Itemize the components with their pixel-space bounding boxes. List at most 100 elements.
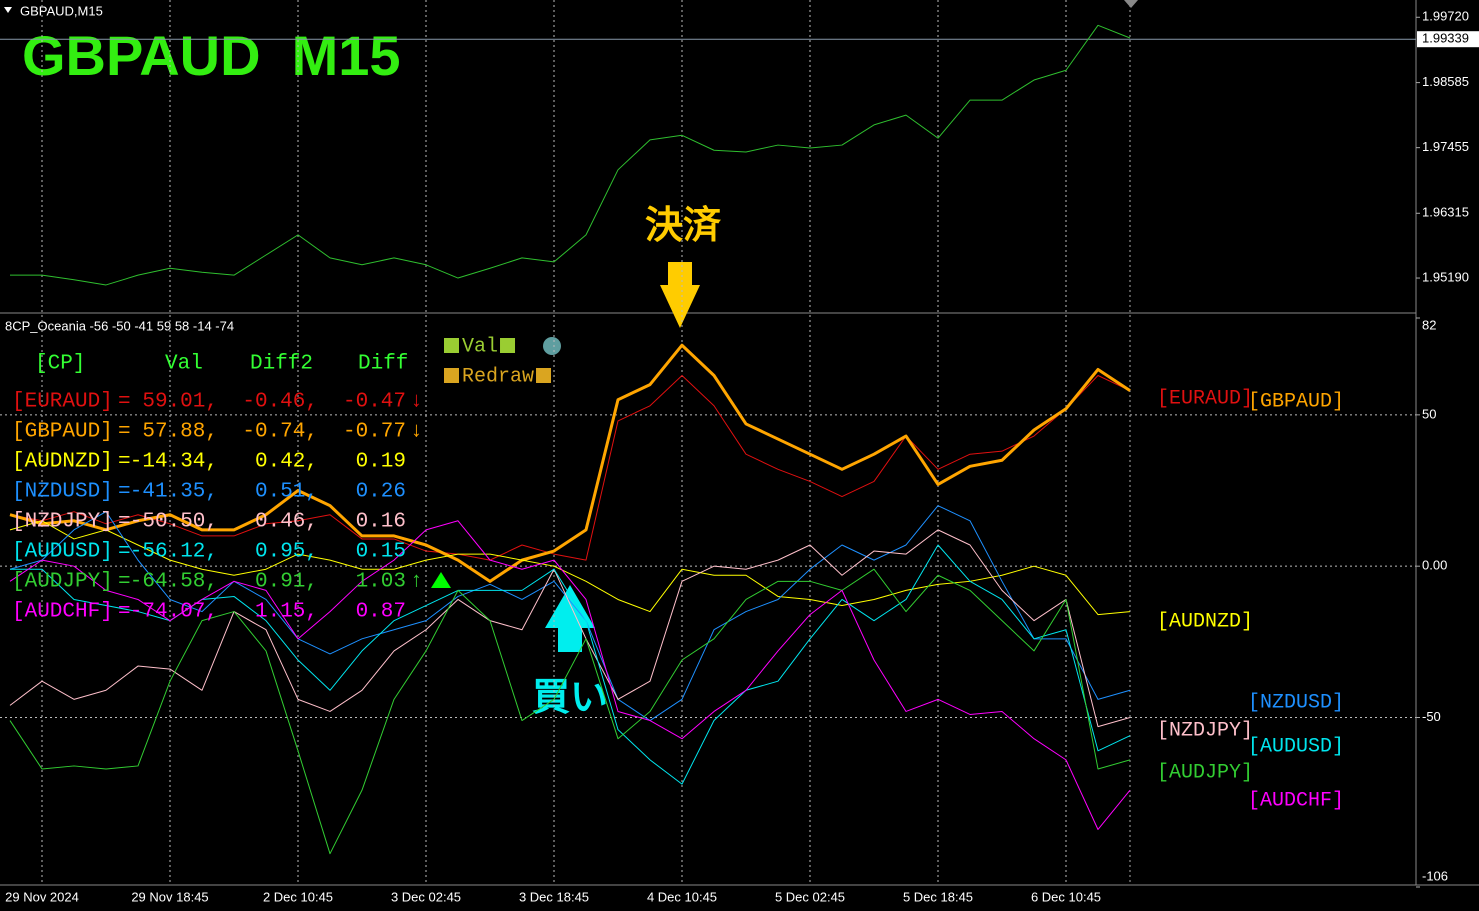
symbol-title: GBPAUD,M15	[20, 3, 103, 18]
table-cell: -74.07,	[130, 601, 218, 624]
table-cell: 0.87	[356, 601, 406, 624]
series-line	[9, 520, 1131, 830]
x-tick-label: 29 Nov 2024	[5, 889, 79, 904]
table-cell: 0.91,	[255, 571, 318, 594]
table-cell: =	[118, 541, 131, 564]
table-cell: ↓	[410, 421, 423, 444]
series-line	[9, 529, 1131, 728]
series-name-label: [NZDJPY]	[1157, 719, 1253, 742]
x-tick-label: 29 Nov 18:45	[131, 889, 208, 904]
table-cell: ↑	[410, 571, 423, 594]
y-tick-label: 1.96315	[1422, 205, 1469, 220]
series-name-label: [AUDUSD]	[1248, 735, 1344, 758]
close-arrow	[660, 262, 700, 328]
series-line	[10, 24, 1131, 286]
x-tick-label: 6 Dec 10:45	[1031, 889, 1101, 904]
series-name-label: [AUDCHF]	[1248, 789, 1344, 812]
y-tick-label: -50	[1422, 709, 1441, 724]
table-cell: -0.47	[343, 391, 406, 414]
series-name-label: [EURAUD]	[1157, 387, 1253, 410]
table-cell: =	[118, 571, 131, 594]
table-cell: [GBPAUD]	[12, 421, 113, 444]
legend-label: Val	[462, 335, 498, 358]
table-cell: 59.01,	[142, 391, 218, 414]
table-cell: -56.12,	[130, 541, 218, 564]
series-name-label: [AUDJPY]	[1157, 761, 1253, 784]
table-cell: 0.46,	[255, 511, 318, 534]
indicator-title: 8CP_Oceania -56 -50 -41 59 58 -14 -74	[5, 318, 234, 333]
buy-arrow	[545, 585, 595, 652]
table-cell: =	[118, 451, 131, 474]
series-line	[9, 520, 1131, 616]
table-header: Diff2	[250, 353, 313, 376]
y-tick-label: 82	[1422, 317, 1436, 332]
table-cell: =	[118, 481, 131, 504]
table-cell: [NZDUSD]	[12, 481, 113, 504]
symbol-dropdown[interactable]	[4, 7, 12, 13]
table-cell: =	[118, 511, 131, 534]
table-cell: [EURAUD]	[12, 391, 113, 414]
table-cell: 0.42,	[255, 451, 318, 474]
table-header: Val	[165, 353, 203, 376]
legend-swatch	[536, 368, 552, 383]
table-header: Diff	[358, 353, 408, 376]
table-cell: [AUDCHF]	[12, 601, 113, 624]
y-tick-label: 1.97455	[1422, 139, 1469, 154]
series-line	[9, 343, 1131, 583]
table-cell: =	[118, 391, 131, 414]
table-cell: -0.74,	[242, 421, 318, 444]
table-cell: -14.34,	[130, 451, 218, 474]
table-cell: ↓	[410, 391, 423, 414]
table-cell: 0.51,	[255, 481, 318, 504]
table-cell: 0.26	[356, 481, 406, 504]
table-cell: 0.15	[356, 541, 406, 564]
x-tick-label: 3 Dec 02:45	[391, 889, 461, 904]
y-tick-label: 50	[1422, 406, 1436, 421]
y-tick-label: 1.98585	[1422, 74, 1469, 89]
table-cell: 57.88,	[142, 421, 218, 444]
series-name-label: [AUDNZD]	[1157, 610, 1253, 633]
table-header: [CP]	[35, 353, 85, 376]
table-cell: -0.46,	[242, 391, 318, 414]
table-cell: 0.95,	[255, 541, 318, 564]
table-cell: =	[118, 601, 131, 624]
table-cell: [AUDJPY]	[12, 571, 113, 594]
legend-swatch	[444, 338, 459, 353]
table-cell: 0.19	[356, 451, 406, 474]
table-cell: =	[118, 421, 131, 444]
y-tick-label: 0.00	[1422, 558, 1447, 573]
y-tick-label: 1.99720	[1422, 9, 1469, 24]
series-name-label: [NZDUSD]	[1248, 691, 1344, 714]
legend-dot	[543, 337, 561, 355]
y-tick-label: -106	[1422, 868, 1448, 883]
table-cell: -50.50,	[130, 511, 218, 534]
series-name-label: [GBPAUD]	[1248, 390, 1344, 413]
table-cell: 1.03	[356, 571, 406, 594]
x-tick-label: 4 Dec 10:45	[647, 889, 717, 904]
series-line	[9, 568, 1131, 855]
table-cell: [NZDJPY]	[12, 511, 113, 534]
table-cell: -41.35,	[130, 481, 218, 504]
table-cell: -64.58,	[130, 571, 218, 594]
x-tick-label: 5 Dec 02:45	[775, 889, 845, 904]
close-annotation: 決済	[645, 205, 722, 247]
series-line	[9, 505, 1131, 722]
x-tick-label: 5 Dec 18:45	[903, 889, 973, 904]
current-price-box	[1417, 31, 1479, 48]
shift-marker	[1124, 0, 1138, 8]
up-signal	[431, 572, 451, 588]
table-cell: 1.15,	[255, 601, 318, 624]
series-line	[9, 375, 1131, 561]
buy-annotation: 買い	[532, 677, 608, 719]
y-tick-label: 1.95190	[1422, 269, 1469, 284]
x-tick-label: 3 Dec 18:45	[519, 889, 589, 904]
legend-swatch	[500, 338, 516, 353]
legend-label: Redraw	[462, 365, 534, 388]
big-symbol-label: GBPAUD M15	[22, 24, 401, 87]
legend-swatch	[444, 368, 459, 383]
x-tick-label: 2 Dec 10:45	[263, 889, 333, 904]
table-cell: [AUDUSD]	[12, 541, 113, 564]
